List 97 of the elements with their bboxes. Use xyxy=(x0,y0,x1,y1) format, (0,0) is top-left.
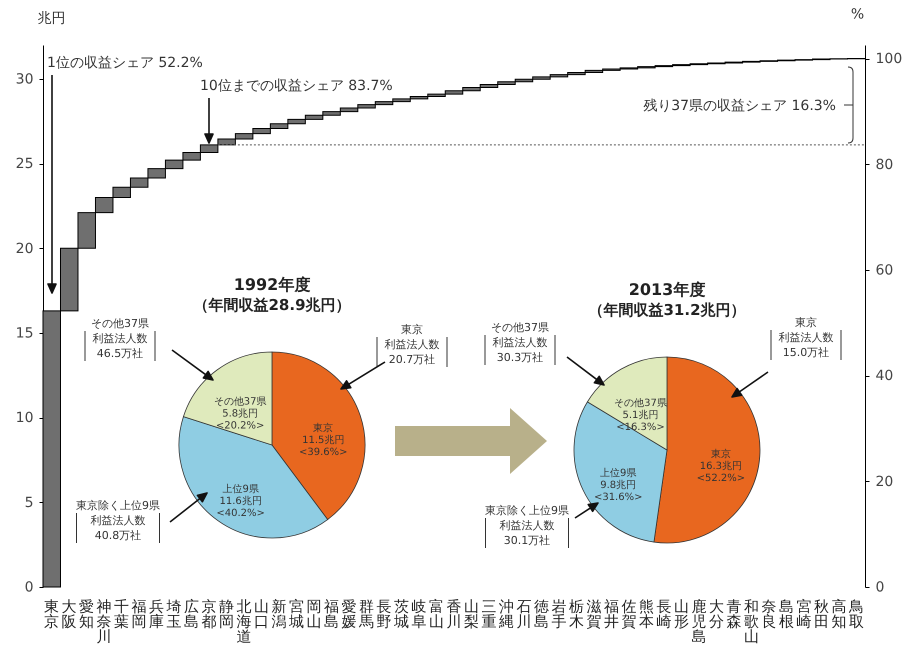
slice-label: 上位9県 xyxy=(600,467,636,480)
chart-subtitle: （年間収益28.9兆円） xyxy=(193,296,351,314)
x-tick-label: 沖縄 xyxy=(498,598,514,630)
x-tick-label: 佐賀 xyxy=(621,598,636,630)
chart-subtitle: （年間収益31.2兆円） xyxy=(588,301,746,319)
annotation: 残り37県の収益シェア 16.3% xyxy=(643,97,836,115)
slice-label: 東京 xyxy=(710,448,731,460)
annotation: 東京 xyxy=(794,315,818,330)
annotation: 30.1万社 xyxy=(502,533,552,548)
x-tick-label: 埼玉 xyxy=(166,598,182,630)
x-tick-label: 福島 xyxy=(324,598,340,630)
y-tick-label: 30 xyxy=(16,71,34,88)
x-tick-label: 山形 xyxy=(674,598,689,630)
chart-title: 1992年度 xyxy=(234,275,310,294)
annotation: 20.7万社 xyxy=(388,352,436,367)
x-tick-label: 福井 xyxy=(604,598,619,630)
annotation: 利益法人数 xyxy=(498,518,556,533)
x-tick-label: 長野 xyxy=(376,598,392,630)
y-tick-label: 5 xyxy=(24,494,34,511)
x-tick-label: 熊本 xyxy=(638,598,654,630)
annotation: その他37県 xyxy=(90,316,150,331)
x-tick-label: 岐阜 xyxy=(412,598,427,630)
x-tick-label: 富山 xyxy=(429,598,444,630)
x-tick-label: 長崎 xyxy=(656,598,672,630)
x-tick-label: 奈良 xyxy=(761,598,776,630)
annotation: 利益法人数 xyxy=(492,335,548,350)
y-tick-label: 0 xyxy=(24,580,34,596)
x-tick-label: 島根 xyxy=(778,598,794,630)
y-tick-label: 10 xyxy=(16,410,34,426)
annotation: 利益法人数 xyxy=(92,331,148,346)
x-tick-label: 栃木 xyxy=(568,598,584,630)
x-tick-label: 徳島 xyxy=(534,598,549,630)
y2-tick-label: 100 xyxy=(876,51,902,68)
data-label: 5.8兆円 <20.2%> xyxy=(216,407,264,432)
slice-label: 東京 xyxy=(313,422,334,434)
x-tick-label: 広島 xyxy=(184,598,200,630)
annotation: 15.0万社 xyxy=(782,345,830,360)
data-label: 11.5兆円 <39.6%> xyxy=(298,434,348,458)
data-label: 11.6兆円 <40.2%> xyxy=(216,494,265,519)
x-tick-label: 神奈川 xyxy=(96,598,112,646)
annotation: その他37県 xyxy=(490,320,550,335)
x-tick-label: 鹿児島 xyxy=(691,598,706,646)
x-tick-label: 山口 xyxy=(254,598,270,630)
y-tick-label: 15 xyxy=(16,325,34,342)
x-tick-label: 香川 xyxy=(446,598,462,630)
annotation: 東京 xyxy=(400,322,424,337)
x-tick-label: 石川 xyxy=(516,598,532,630)
y-axis-title: 兆円 xyxy=(38,10,66,26)
annotation: 利益法人数 xyxy=(90,513,146,528)
y2-tick-label: 20 xyxy=(876,474,894,490)
annotation: 30.3万社 xyxy=(496,350,544,365)
y2-tick-label: 0 xyxy=(876,580,884,596)
x-tick-label: 北海道 xyxy=(236,598,252,646)
data-label: 16.3兆円 <52.2%> xyxy=(696,460,746,484)
x-tick-label: 東京 xyxy=(44,598,60,630)
x-tick-label: 滋賀 xyxy=(586,598,602,630)
x-tick-label: 三重 xyxy=(481,598,496,630)
x-tick-label: 秋田 xyxy=(814,598,829,630)
x-tick-label: 愛媛 xyxy=(342,598,357,630)
slice-label: 上位9県 xyxy=(222,482,259,495)
annotation: 40.8万社 xyxy=(94,528,142,543)
x-tick-label: 新潟 xyxy=(272,598,287,630)
annotation: 46.5万社 xyxy=(96,346,144,361)
y2-axis-title: % xyxy=(850,6,864,22)
y-tick-label: 25 xyxy=(16,156,34,172)
annotation: 利益法人数 xyxy=(384,337,440,352)
data-label: 9.8兆円 <31.6%> xyxy=(594,479,642,504)
slice-label: その他37県 xyxy=(214,395,267,408)
x-tick-label: 千葉 xyxy=(114,598,130,630)
annotation: 10位までの収益シェア 83.7% xyxy=(200,77,393,95)
x-tick-label: 高知 xyxy=(831,598,846,630)
x-tick-label: 山梨 xyxy=(464,598,479,630)
x-tick-label: 京都 xyxy=(202,598,217,630)
x-tick-label: 岩手 xyxy=(551,598,566,630)
annotation: 東京除く上位9県 xyxy=(76,498,160,513)
annotation: 1位の収益シェア 52.2% xyxy=(47,54,203,72)
x-tick-label: 宮崎 xyxy=(796,598,812,630)
chart-title: 2013年度 xyxy=(628,280,706,299)
y2-tick-label: 40 xyxy=(876,368,894,384)
x-tick-label: 群馬 xyxy=(358,598,374,630)
x-tick-label: 兵庫 xyxy=(149,598,164,630)
x-tick-label: 大分 xyxy=(708,598,724,630)
y-tick-label: 20 xyxy=(16,240,34,257)
x-tick-label: 宮城 xyxy=(288,598,304,630)
x-tick-label: 鳥取 xyxy=(848,598,864,630)
x-tick-label: 大阪 xyxy=(62,598,77,630)
x-tick-label: 岡山 xyxy=(306,598,322,630)
y2-tick-label: 60 xyxy=(876,262,894,279)
annotation: 利益法人数 xyxy=(778,330,834,345)
x-tick-label: 静岡 xyxy=(219,598,234,630)
annotation: 東京除く上位9県 xyxy=(485,503,569,518)
y2-tick-label: 80 xyxy=(876,156,894,173)
x-tick-label: 愛知 xyxy=(79,598,94,630)
x-tick-label: 福岡 xyxy=(132,598,147,630)
x-tick-label: 青森 xyxy=(726,598,742,630)
x-tick-label: 茨城 xyxy=(393,598,410,630)
x-tick-label: 和歌山 xyxy=(744,598,759,646)
